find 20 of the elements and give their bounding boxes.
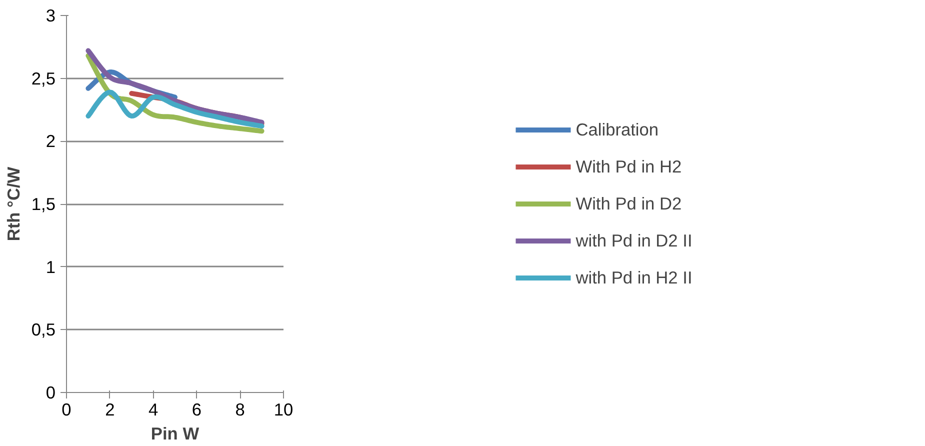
- x-tick-label: 8: [235, 400, 245, 420]
- legend-label: with Pd in D2 II: [576, 230, 692, 251]
- x-tick-label: 4: [148, 400, 158, 420]
- y-tick-label: 1: [46, 256, 56, 277]
- y-tick-label: 0: [46, 382, 56, 402]
- legend-label: Calibration: [576, 119, 659, 140]
- x-tick-label: 10: [274, 400, 294, 420]
- y-axis-title: Rth °C/W: [3, 166, 24, 242]
- legend-label: With Pd in D2: [576, 193, 682, 214]
- y-tick-label: 1,5: [31, 194, 56, 214]
- legend-label: with Pd in H2 II: [576, 267, 692, 288]
- y-tick-label: 0,5: [31, 320, 56, 340]
- legend-label: With Pd in H2: [576, 156, 682, 177]
- y-tick-label: 2,5: [31, 68, 56, 88]
- x-tick-label: 6: [192, 400, 202, 420]
- x-tick-label: 0: [62, 400, 72, 420]
- x-tick-label: 2: [105, 400, 115, 420]
- y-tick-label: 2: [46, 131, 56, 152]
- y-tick-label: 3: [46, 6, 56, 26]
- x-axis-title: Pin W: [150, 424, 200, 444]
